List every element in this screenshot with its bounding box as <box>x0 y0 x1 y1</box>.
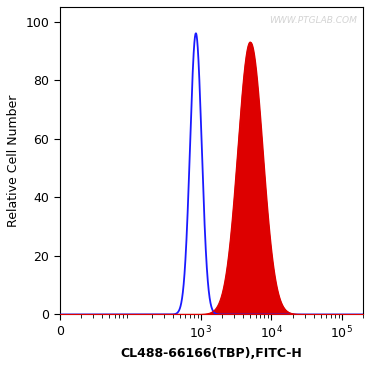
Text: WWW.PTGLAB.COM: WWW.PTGLAB.COM <box>269 16 357 25</box>
Y-axis label: Relative Cell Number: Relative Cell Number <box>7 95 20 227</box>
X-axis label: CL488-66166(TBP),FITC-H: CL488-66166(TBP),FITC-H <box>121 347 302 360</box>
